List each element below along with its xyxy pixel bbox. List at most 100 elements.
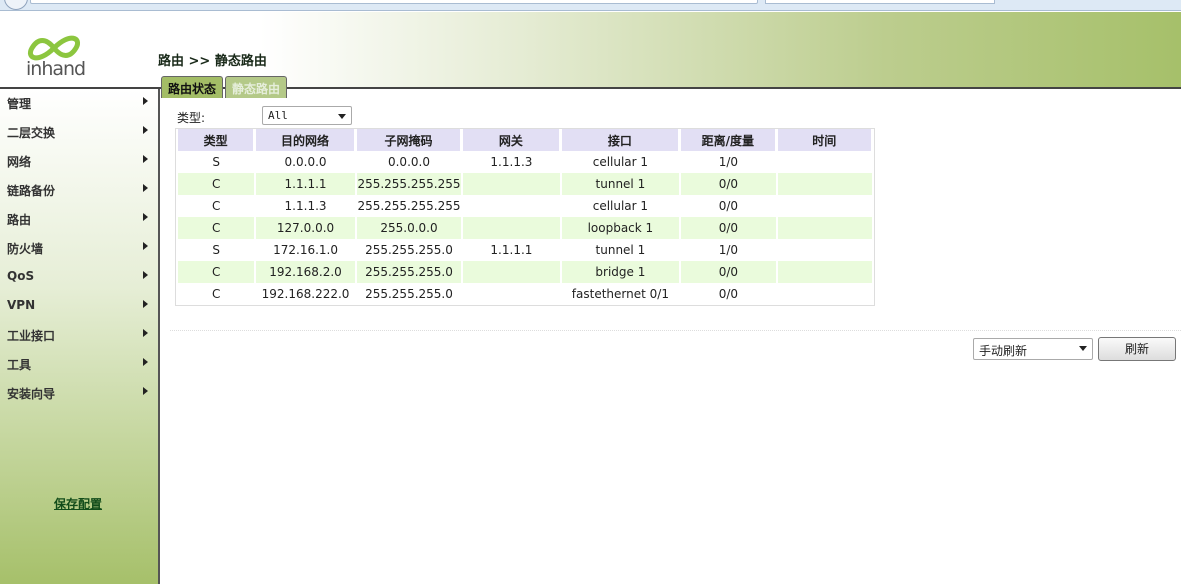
chevron-right-icon: [143, 155, 148, 163]
table-cell: C: [178, 261, 255, 283]
sidebar-item-vpn[interactable]: VPN: [7, 298, 152, 312]
chevron-right-icon: [143, 329, 148, 337]
table-cell: [463, 217, 560, 239]
logo-text: inhand: [26, 58, 86, 80]
table-cell: 127.0.0.0: [256, 217, 355, 239]
sidebar-item-label: 链路备份: [7, 184, 56, 198]
table-cell: 172.16.1.0: [273, 243, 338, 257]
table-cell: 255.255.255.0: [356, 261, 462, 283]
table-cell: 1.1.1.3: [490, 155, 533, 169]
table-row: C 127.0.0.0 255.0.0.0 loopback 1 0/0: [178, 217, 872, 239]
chevron-right-icon: [143, 358, 148, 366]
refresh-mode-value: 手动刷新: [979, 344, 1028, 358]
sidebar-item-label: 二层交换: [7, 126, 56, 140]
table-row: C 1.1.1.1 255.255.255.255 tunnel 1 0/0: [178, 173, 872, 195]
sidebar-item-l2-switch[interactable]: 二层交换: [7, 124, 152, 141]
column-header: 时间: [777, 129, 872, 151]
table-cell: 0.0.0.0: [387, 155, 430, 169]
browser-search[interactable]: [765, 0, 995, 4]
table-row: S 172.16.1.0 255.255.255.0 1.1.1.1 tunnel 1 1…: [178, 239, 872, 261]
divider: [170, 330, 1181, 331]
sidebar-item-label: 路由: [7, 213, 32, 227]
table-cell: [463, 195, 559, 217]
sidebar-item-network[interactable]: 网络: [7, 153, 152, 170]
sidebar-item-link-backup[interactable]: 链路备份: [7, 182, 152, 199]
sidebar-item-label: VPN: [7, 298, 36, 312]
table-cell: 192.168.2.0: [256, 261, 355, 283]
chevron-right-icon: [143, 271, 148, 279]
table-cell: [777, 173, 872, 195]
column-header: 网关: [463, 129, 560, 151]
refresh-button[interactable]: 刷新: [1098, 337, 1176, 361]
table-cell: [778, 195, 872, 217]
sidebar-item-management[interactable]: 管理: [7, 95, 152, 112]
column-header: 距离/度量: [681, 129, 776, 151]
tab-static-route[interactable]: 静态路由: [225, 76, 288, 98]
chevron-right-icon: [143, 242, 148, 250]
table-cell: [778, 151, 872, 173]
column-header: 子网掩码: [356, 129, 462, 151]
chevron-right-icon: [143, 97, 148, 105]
table-cell: C: [211, 287, 221, 301]
chevron-right-icon: [143, 387, 148, 395]
table-cell: [778, 239, 872, 261]
sidebar-item-firewall[interactable]: 防火墙: [7, 240, 152, 257]
column-header: 类型: [178, 129, 255, 151]
sidebar-item-setup-wizard[interactable]: 安装向导: [7, 385, 152, 402]
table-cell: 1.1.1.1: [256, 173, 355, 195]
table-row: C 1.1.1.3 255.255.255.255 cellular 1 0/0: [178, 195, 872, 217]
refresh-mode-select[interactable]: 手动刷新: [973, 338, 1093, 360]
header: inhand 路由 >> 静态路由 路由状态 静态路由: [0, 12, 1181, 98]
dropdown-arrow-icon: [1079, 346, 1087, 351]
table-cell: loopback 1: [561, 217, 680, 239]
table-cell: [463, 261, 560, 283]
tab-route-status[interactable]: 路由状态: [161, 76, 224, 98]
table-cell: tunnel 1: [595, 243, 646, 257]
chevron-right-icon: [143, 300, 148, 308]
table-header-row: 类型 目的网络 子网掩码 网关 接口 距离/度量 时间: [178, 129, 872, 151]
table-cell: fastethernet 0/1: [571, 287, 669, 301]
breadcrumb: 路由 >> 静态路由: [158, 54, 267, 69]
column-header: 接口: [561, 129, 680, 151]
table-cell: 255.255.255.255: [357, 199, 461, 213]
table-cell: 0.0.0.0: [284, 155, 327, 169]
table-cell: [463, 173, 560, 195]
table-cell: 255.255.255.0: [365, 243, 453, 257]
table-cell: tunnel 1: [561, 173, 680, 195]
save-config-link[interactable]: 保存配置: [54, 497, 103, 511]
table-cell: 1.1.1.1: [490, 243, 533, 257]
table-cell: S: [212, 155, 220, 169]
table-cell: 0/0: [681, 261, 776, 283]
sidebar-item-label: 安装向导: [7, 387, 56, 401]
chevron-right-icon: [143, 126, 148, 134]
table-cell: [778, 283, 872, 305]
address-bar[interactable]: [30, 0, 758, 4]
table-cell: 0/0: [718, 287, 738, 301]
table-cell: 255.0.0.0: [356, 217, 462, 239]
table-row: C 192.168.2.0 255.255.255.0 bridge 1 0/0: [178, 261, 872, 283]
sidebar-item-label: 工业接口: [7, 329, 56, 343]
column-header: 目的网络: [256, 129, 355, 151]
type-select-value: All: [268, 109, 288, 122]
chevron-right-icon: [143, 184, 148, 192]
back-button[interactable]: [4, 0, 28, 10]
table-cell: 0/0: [718, 199, 738, 213]
sidebar-item-qos[interactable]: QoS: [7, 269, 152, 283]
sidebar-item-label: QoS: [7, 269, 35, 283]
table-cell: C: [211, 199, 221, 213]
sidebar-item-industrial-interface[interactable]: 工业接口: [7, 327, 152, 344]
sidebar-item-label: 网络: [7, 155, 32, 169]
sidebar-item-routing[interactable]: 路由: [7, 211, 152, 228]
table-cell: cellular 1: [592, 199, 649, 213]
sidebar-item-tools[interactable]: 工具: [7, 356, 152, 373]
table-cell: 0/0: [681, 173, 776, 195]
type-select[interactable]: All: [262, 106, 352, 125]
table-cell: bridge 1: [561, 261, 680, 283]
dropdown-arrow-icon: [338, 114, 346, 119]
browser-chrome: [0, 0, 1181, 11]
table-cell: 1/0: [718, 243, 738, 257]
table-cell: [777, 261, 872, 283]
table-cell: [463, 283, 559, 305]
sidebar-item-label: 工具: [7, 358, 32, 372]
table-cell: 255.255.255.255: [356, 173, 462, 195]
